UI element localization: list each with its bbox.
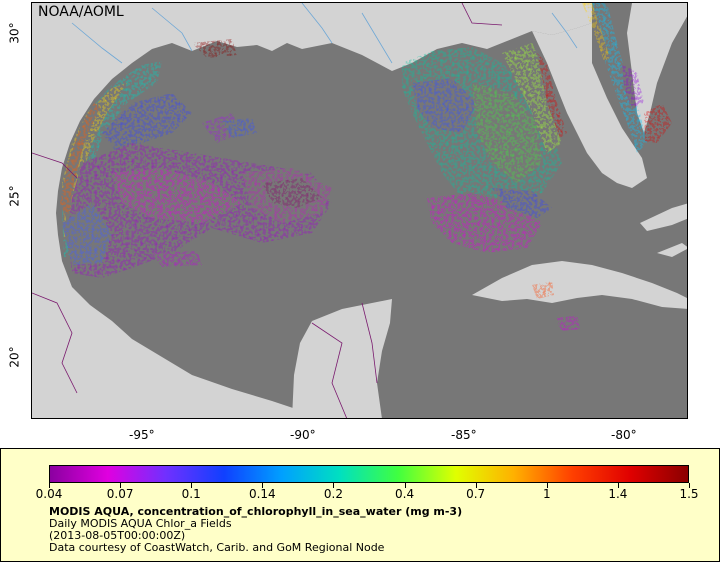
legend-line-credit: Data courtesy of CoastWatch, Carib. and … xyxy=(49,541,385,554)
land-florida xyxy=(532,3,647,188)
legend-line-dataset: Daily MODIS AQUA Chlor_a Fields xyxy=(49,517,232,530)
land-mexico xyxy=(32,213,320,418)
colorbar-tick-mark xyxy=(689,483,690,488)
lon-tick-90: -90° xyxy=(290,428,316,442)
colorbar-tick-mark xyxy=(191,483,193,488)
lon-tick-95: -95° xyxy=(129,428,155,442)
colorbar-tick-label: 1.4 xyxy=(608,487,628,501)
border-lines xyxy=(32,3,503,418)
river-lines xyxy=(71,3,578,64)
colorbar-tick-mark xyxy=(617,483,619,488)
lat-tick-20: 20° xyxy=(7,346,22,368)
map-panel xyxy=(31,2,688,419)
lon-tick-80: -80° xyxy=(611,428,637,442)
colorbar-tick-label: 0.7 xyxy=(466,487,486,501)
land-us-north xyxy=(32,3,592,213)
colorbar-tick-mark xyxy=(475,483,477,488)
legend-line-date: (2013-08-05T00:00:00Z) xyxy=(49,529,186,542)
legend-title: MODIS AQUA, concentration_of_chlorophyll… xyxy=(49,505,463,518)
colorbar-tick-mark xyxy=(49,483,50,488)
legend-panel: 0.04 0.07 0.1 0.14 0.2 0.4 0.7 1 1.4 1.5 MODIS AQ… xyxy=(0,448,720,562)
land-bahamas xyxy=(640,203,687,231)
colorbar-tick-mark xyxy=(333,483,335,488)
land-yucatan xyxy=(292,299,392,418)
colorbar-tick-label: 0.1 xyxy=(181,487,201,501)
legend-text: MODIS AQUA, concentration_of_chlorophyll… xyxy=(49,506,462,554)
colorbar-tick-label: 1 xyxy=(542,487,551,501)
colorbar-tick-mark xyxy=(546,483,548,488)
colorbar-tick-label: 0.07 xyxy=(106,487,134,501)
colorbar-tick-label: 0.04 xyxy=(35,487,63,501)
colorbar-tick-mark xyxy=(120,483,122,488)
lat-tick-30: 30° xyxy=(7,22,22,44)
chlorophyll-patches xyxy=(60,3,672,331)
colorbar xyxy=(49,465,689,483)
chlorophyll-map xyxy=(32,3,687,418)
lon-tick-85: -85° xyxy=(451,428,477,442)
land-cuba xyxy=(472,261,687,309)
colorbar-tick-mark xyxy=(262,483,264,488)
colorbar-tick-label: 0.14 xyxy=(248,487,276,501)
land-areas xyxy=(32,3,687,418)
org-label: NOAA/AOML xyxy=(38,4,124,20)
colorbar-tick-label: 1.5 xyxy=(679,487,699,501)
colorbar-tick-label: 0.4 xyxy=(395,487,415,501)
colorbar-tick-mark xyxy=(404,483,406,488)
colorbar-tick-label: 0.2 xyxy=(323,487,343,501)
lat-tick-25: 25° xyxy=(7,185,22,207)
